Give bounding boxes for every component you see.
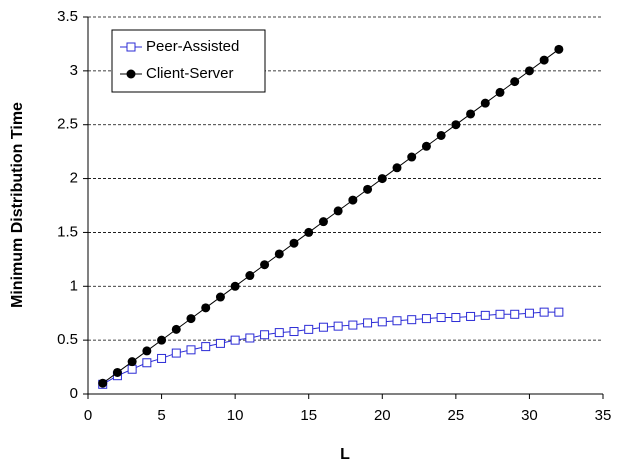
marker bbox=[554, 44, 564, 54]
marker bbox=[215, 292, 225, 302]
marker bbox=[466, 109, 476, 119]
marker bbox=[201, 303, 211, 313]
marker bbox=[289, 327, 299, 337]
marker bbox=[186, 345, 196, 355]
marker bbox=[539, 307, 549, 317]
x-axis-label: L bbox=[340, 446, 350, 463]
x-tick-label: 30 bbox=[521, 407, 538, 424]
marker bbox=[407, 152, 417, 162]
marker bbox=[98, 378, 108, 388]
marker bbox=[171, 348, 181, 358]
marker bbox=[348, 320, 358, 330]
marker bbox=[289, 238, 299, 248]
marker bbox=[421, 314, 431, 324]
marker bbox=[333, 206, 343, 216]
marker bbox=[157, 353, 167, 363]
marker bbox=[201, 342, 211, 352]
marker bbox=[407, 315, 417, 325]
y-tick-label: 2 bbox=[70, 170, 78, 187]
y-tick-label: 3 bbox=[70, 62, 78, 79]
marker bbox=[377, 174, 387, 184]
marker bbox=[127, 357, 137, 367]
y-axis-label: Minimum Distribution Time bbox=[9, 102, 26, 308]
marker bbox=[245, 333, 255, 343]
marker bbox=[333, 321, 343, 331]
x-tick-label: 0 bbox=[84, 407, 92, 424]
legend-label: Peer-Assisted bbox=[146, 38, 239, 55]
x-tick-label: 25 bbox=[448, 407, 465, 424]
y-tick-label: 3.5 bbox=[57, 8, 78, 25]
marker bbox=[171, 324, 181, 334]
marker bbox=[274, 249, 284, 259]
legend-marker bbox=[126, 69, 136, 79]
marker bbox=[142, 346, 152, 356]
marker bbox=[304, 324, 314, 334]
y-tick-label: 1.5 bbox=[57, 223, 78, 240]
marker bbox=[348, 195, 358, 205]
marker bbox=[451, 313, 461, 323]
marker bbox=[539, 55, 549, 65]
x-tick-label: 15 bbox=[300, 407, 317, 424]
marker bbox=[127, 364, 137, 374]
marker bbox=[363, 318, 373, 328]
marker bbox=[186, 314, 196, 324]
marker bbox=[436, 130, 446, 140]
marker bbox=[318, 217, 328, 227]
y-tick-label: 1 bbox=[70, 277, 78, 294]
y-tick-label: 0 bbox=[70, 385, 78, 402]
marker bbox=[274, 328, 284, 338]
marker bbox=[230, 281, 240, 291]
x-tick-label: 20 bbox=[374, 407, 391, 424]
y-tick-label: 0.5 bbox=[57, 331, 78, 348]
marker bbox=[451, 120, 461, 130]
marker bbox=[245, 271, 255, 281]
marker bbox=[260, 260, 270, 270]
marker bbox=[554, 307, 564, 317]
marker bbox=[524, 308, 534, 318]
marker bbox=[157, 335, 167, 345]
x-tick-label: 35 bbox=[595, 407, 612, 424]
marker bbox=[466, 311, 476, 321]
marker bbox=[495, 309, 505, 319]
marker bbox=[495, 87, 505, 97]
marker bbox=[480, 310, 490, 320]
marker bbox=[304, 227, 314, 237]
y-tick-label: 2.5 bbox=[57, 116, 78, 133]
marker bbox=[112, 367, 122, 377]
legend-box bbox=[111, 29, 266, 93]
marker bbox=[392, 316, 402, 326]
series-line bbox=[102, 48, 560, 384]
marker bbox=[230, 335, 240, 345]
legend-label: Client-Server bbox=[146, 65, 234, 82]
marker bbox=[510, 77, 520, 87]
legend-marker bbox=[126, 42, 136, 52]
marker bbox=[318, 322, 328, 332]
marker bbox=[142, 358, 152, 368]
marker bbox=[421, 141, 431, 151]
marker bbox=[215, 338, 225, 348]
series-line bbox=[102, 311, 559, 385]
marker bbox=[480, 98, 490, 108]
marker bbox=[377, 317, 387, 327]
x-tick-label: 10 bbox=[227, 407, 244, 424]
marker bbox=[260, 330, 270, 340]
marker bbox=[392, 163, 402, 173]
x-tick-label: 5 bbox=[157, 407, 165, 424]
marker bbox=[363, 184, 373, 194]
marker bbox=[436, 313, 446, 323]
marker bbox=[524, 66, 534, 76]
marker bbox=[510, 309, 520, 319]
